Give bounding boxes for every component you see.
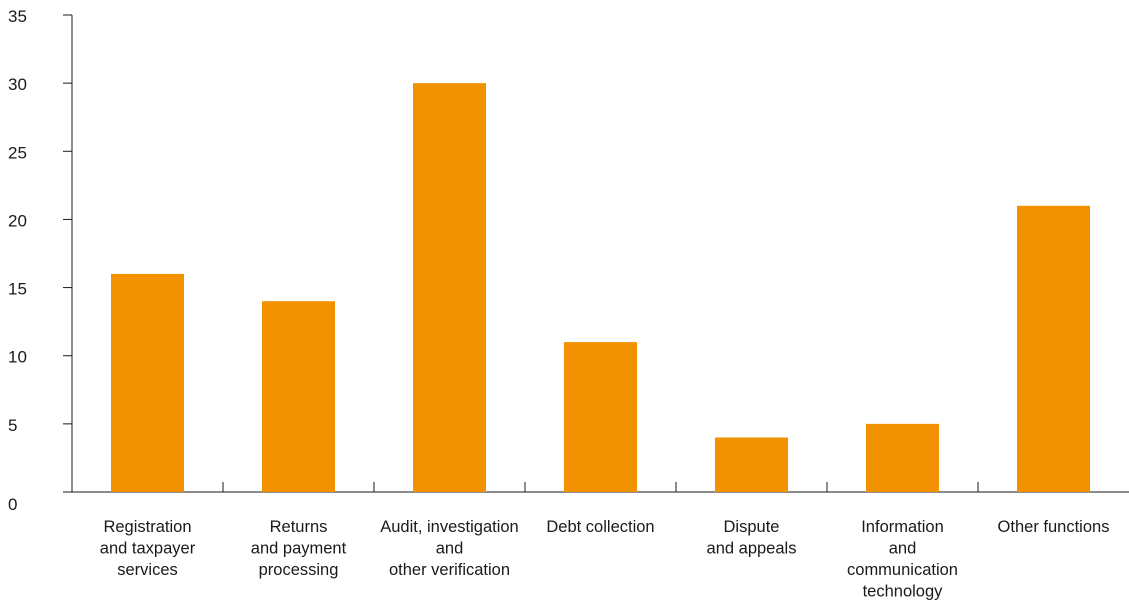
x-category-label-line: Other functions xyxy=(998,518,1110,536)
bar xyxy=(111,273,184,492)
y-tick-label: 10 xyxy=(8,348,27,367)
x-category-label-line: and taxpayer xyxy=(100,540,196,558)
x-category-label-line: Returns xyxy=(270,518,328,536)
y-tick-label: 15 xyxy=(8,280,27,299)
x-category-label: Dispute and appeals xyxy=(707,518,797,558)
x-category-label-line: communication xyxy=(847,561,958,579)
x-category-label-line: and payment xyxy=(251,540,347,558)
bars xyxy=(111,83,1090,493)
y-axis: 0 5 10 15 20 25 30 35 xyxy=(8,7,73,514)
x-category-label-line: other verification xyxy=(389,561,510,579)
x-category-label-line: services xyxy=(117,561,178,579)
x-category-label-line: Audit, investigation xyxy=(380,518,519,536)
x-category-label-line: Information xyxy=(861,518,944,536)
y-tick-label: 35 xyxy=(8,7,27,26)
y-tick-label: 0 xyxy=(8,495,17,514)
y-tick-label: 30 xyxy=(8,75,27,94)
x-category-label-line: and xyxy=(436,540,464,558)
bar xyxy=(1017,205,1090,493)
y-tick-label: 20 xyxy=(8,211,27,230)
bar xyxy=(866,423,939,492)
x-category-label: Other functions xyxy=(998,518,1110,536)
x-category-label: Returns and payment processing xyxy=(251,518,347,579)
x-category-label: Debt collection xyxy=(546,518,654,536)
x-category-label-line: processing xyxy=(259,561,339,579)
bar xyxy=(413,83,486,493)
bar xyxy=(262,301,335,492)
x-category-label-line: Dispute xyxy=(724,518,780,536)
x-category-label-line: and appeals xyxy=(707,540,797,558)
x-category-label: Information and communication technology xyxy=(847,518,958,601)
bar xyxy=(715,437,788,492)
category-labels: Registration and taxpayer services Returns a… xyxy=(100,518,1110,601)
bar xyxy=(564,342,637,492)
y-tick-label: 25 xyxy=(8,143,27,162)
x-category-label-line: and xyxy=(889,540,917,558)
x-category-label: Audit, investigation and other verificatio… xyxy=(380,518,519,579)
y-tick-label: 5 xyxy=(8,416,17,435)
x-category-label-line: technology xyxy=(863,583,944,601)
x-category-label-line: Registration xyxy=(103,518,191,536)
x-category-label: Registration and taxpayer services xyxy=(100,518,196,579)
x-category-label-line: Debt collection xyxy=(546,518,654,536)
